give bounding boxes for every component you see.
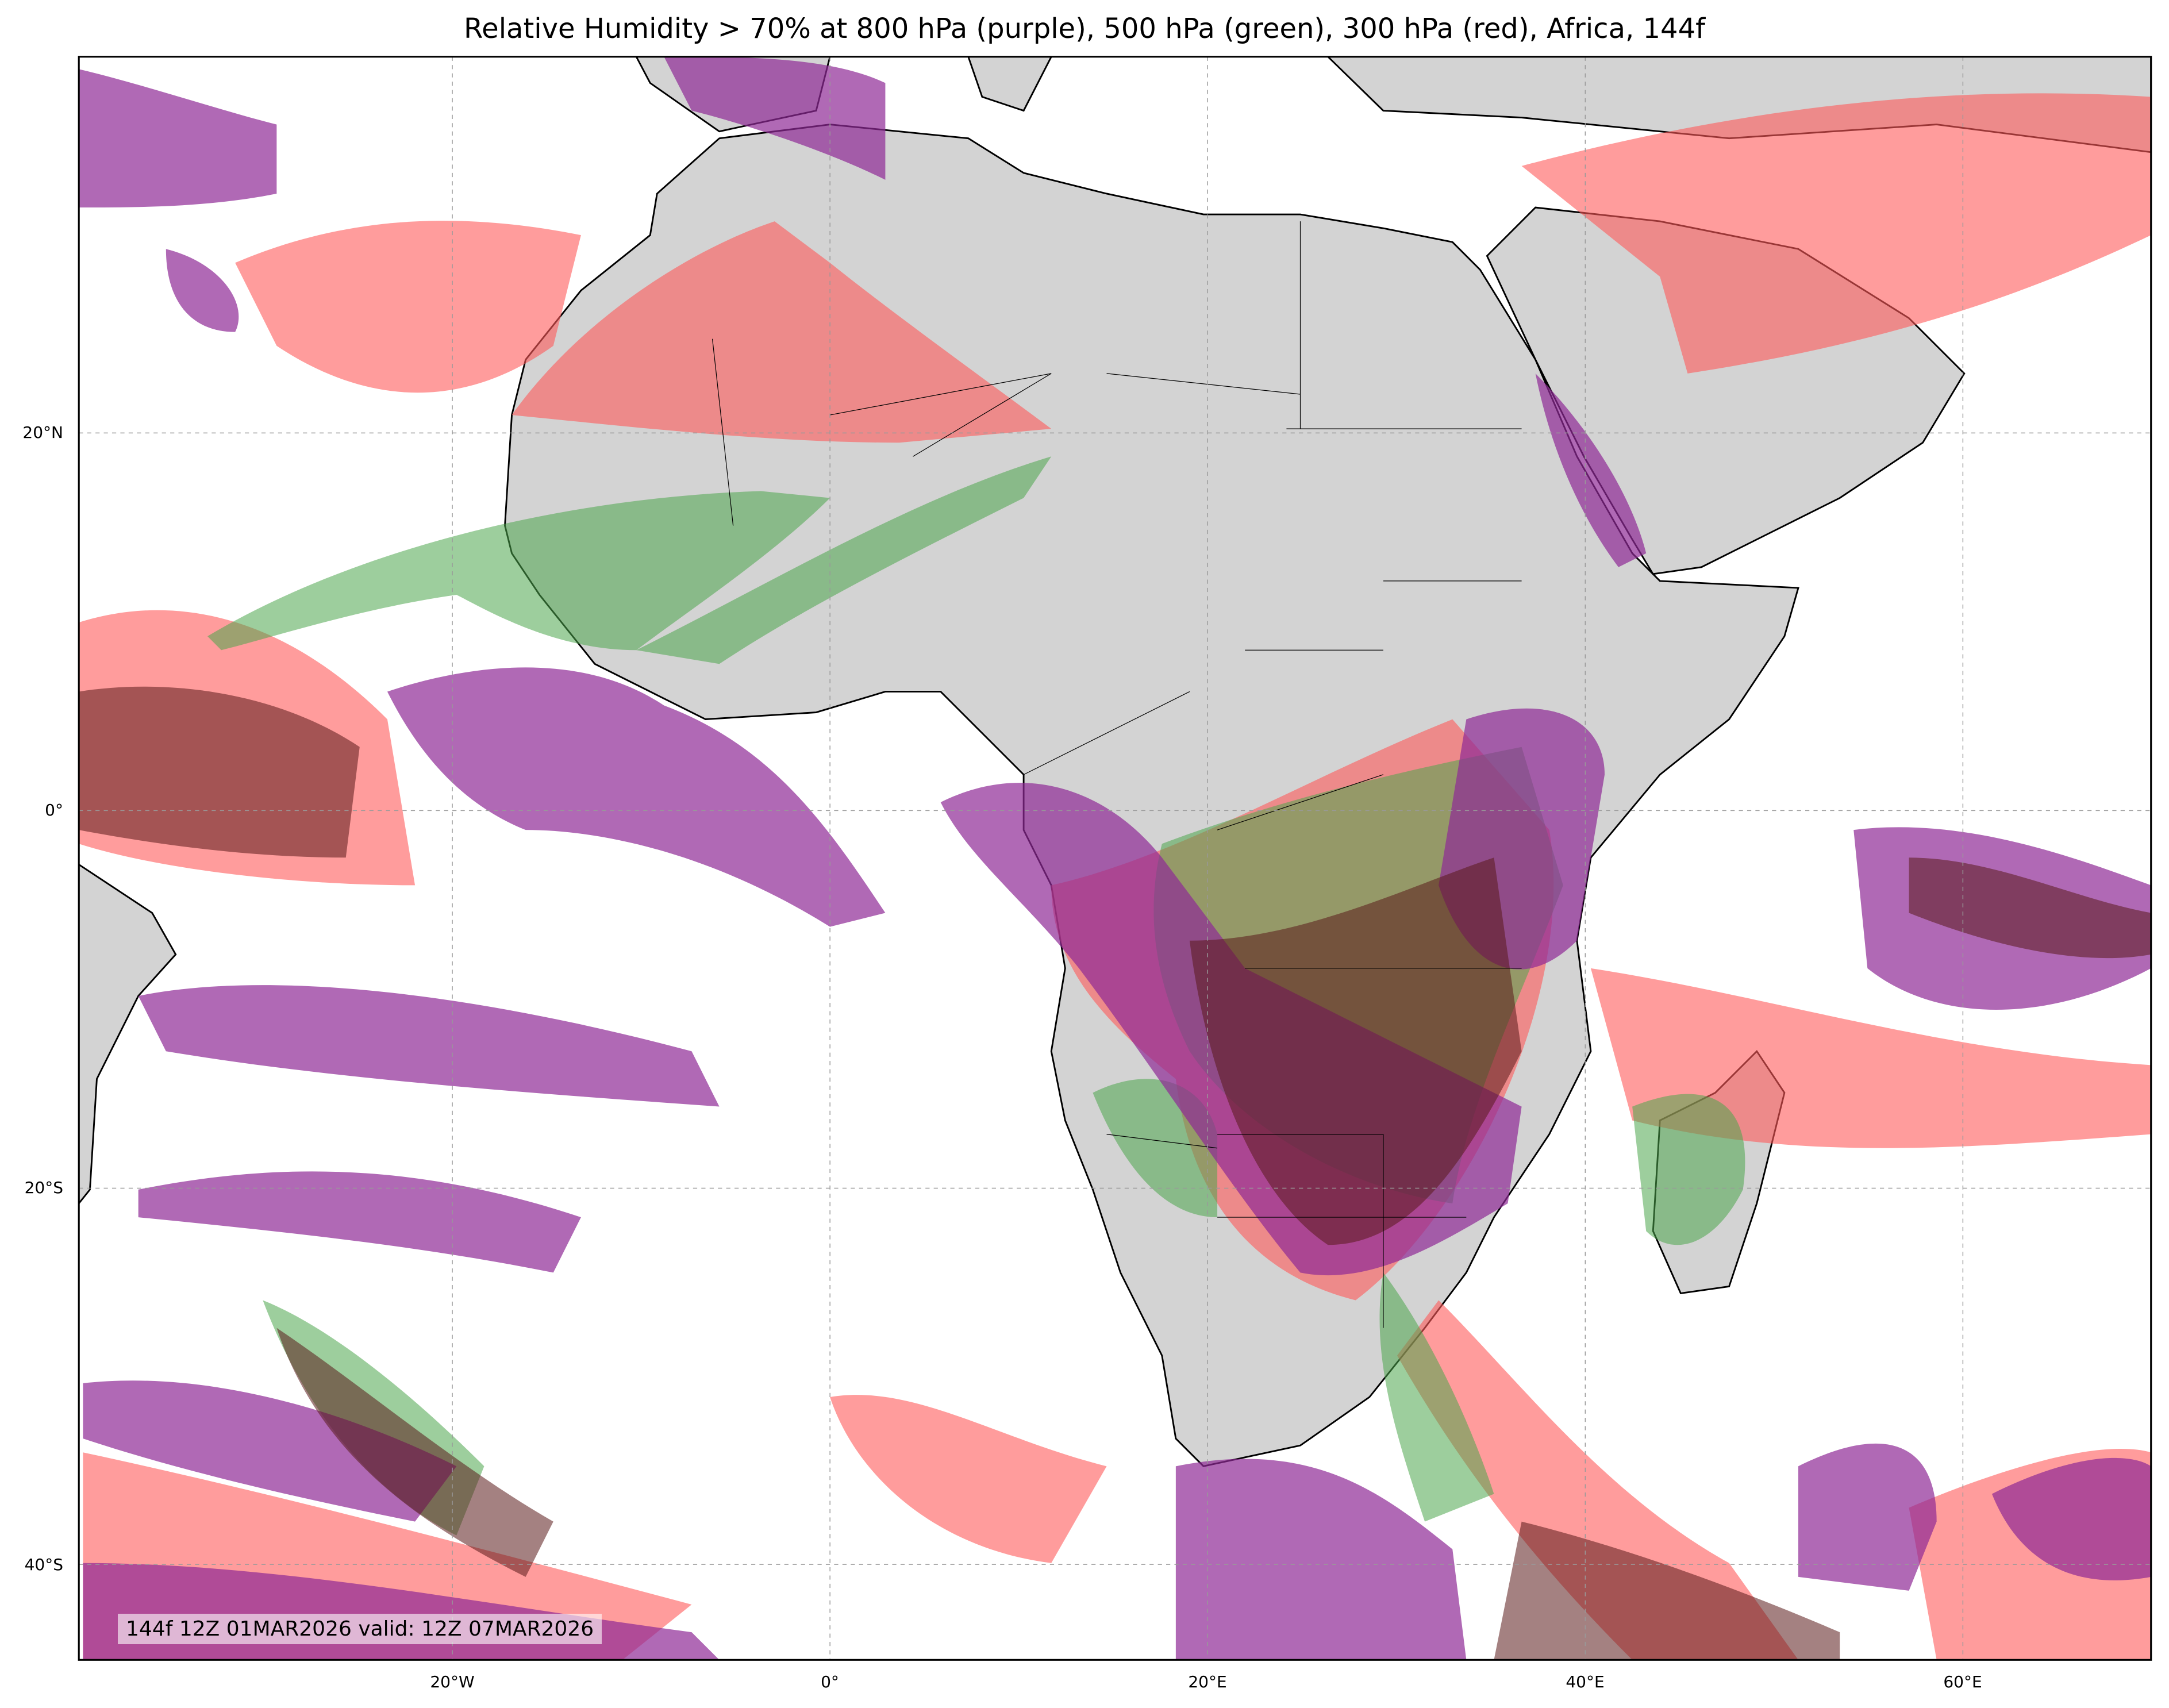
forecast-valid-time-label: 144f 12Z 01MAR2026 valid: 12Z 07MAR2026 [118,1614,602,1644]
lon-label-20w: 20°W [430,1672,475,1691]
lon-label-20e: 20°E [1188,1672,1227,1691]
rh-overlap-regions [79,686,2151,1660]
lat-label-20s: 20°S [24,1178,63,1197]
lon-label-40e: 40°E [1566,1672,1605,1691]
lat-label-40s: 40°S [24,1555,63,1574]
south-america-landmass [79,863,177,1205]
lat-label-0: 0° [45,801,63,820]
map-title: Relative Humidity > 70% at 800 hPa (purp… [463,13,1706,45]
lat-label-20n: 20°N [22,423,63,442]
country-borders [712,221,1522,1328]
lon-label-0: 0° [821,1672,839,1691]
gridlines [79,56,2151,1660]
map-frame [78,56,2152,1661]
lon-label-60e: 60°E [1943,1672,1982,1691]
